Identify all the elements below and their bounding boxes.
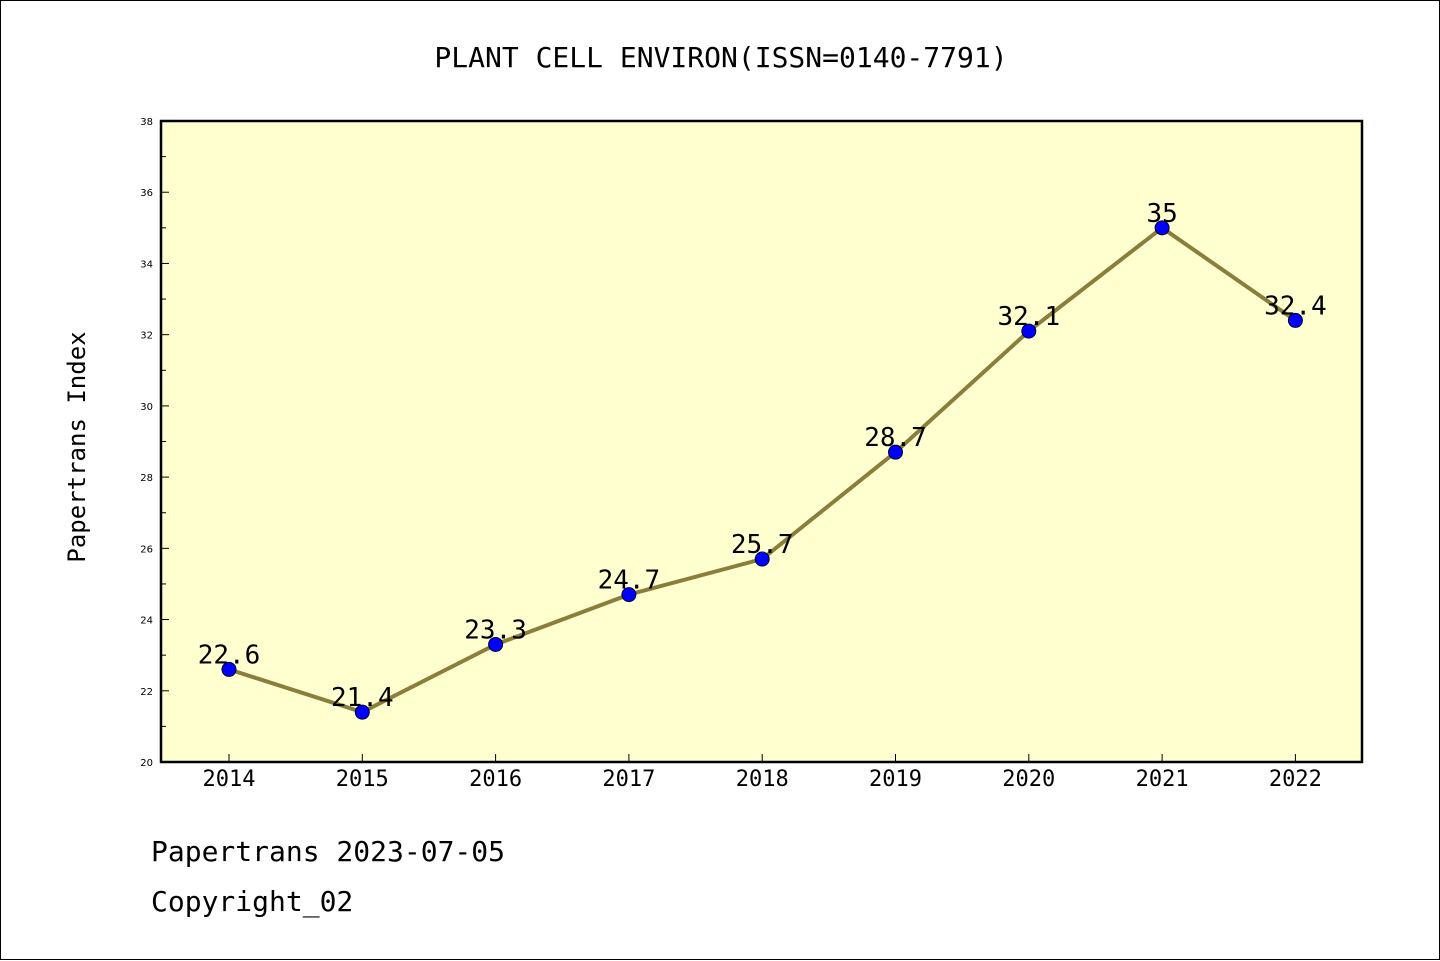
data-point xyxy=(621,587,637,603)
y-tick-label: 22 xyxy=(140,687,153,698)
y-tick-label: 28 xyxy=(140,473,153,484)
data-label: 21.4 xyxy=(331,683,394,713)
data-labels: 22.6 21.4 23.3 24.7 25.7 28.7 32.1 35 32.4 xyxy=(198,199,1327,713)
data-point xyxy=(221,661,237,677)
chart-title: PLANT CELL ENVIRON(ISSN=0140-7791) xyxy=(434,41,1007,74)
data-point xyxy=(488,636,504,652)
data-label: 32.1 xyxy=(997,302,1060,332)
y-axis: 20 22 24 26 28 30 32 34 36 38 xyxy=(140,117,169,769)
x-tick-label: 2020 xyxy=(1002,767,1055,792)
y-tick-label: 32 xyxy=(140,331,153,342)
plot-area xyxy=(159,119,1364,764)
y-tick-label: 36 xyxy=(140,188,153,199)
x-tick-label: 2022 xyxy=(1269,767,1322,792)
x-tick-label: 2019 xyxy=(869,767,922,792)
series-markers xyxy=(221,220,1303,720)
x-tick-label: 2017 xyxy=(602,767,655,792)
data-label: 24.7 xyxy=(598,566,661,596)
footer-copyright: Copyright_02 xyxy=(151,885,354,918)
data-point xyxy=(354,704,370,720)
footer-date: Papertrans 2023-07-05 xyxy=(151,835,506,868)
data-label: 28.7 xyxy=(864,423,927,453)
x-tick-label: 2014 xyxy=(203,767,256,792)
y-tick-label: 38 xyxy=(140,117,153,128)
y-tick-label: 30 xyxy=(140,402,153,413)
data-point xyxy=(754,551,770,567)
data-label: 22.6 xyxy=(198,640,261,670)
data-point xyxy=(1154,220,1170,236)
data-label: 25.7 xyxy=(731,530,794,560)
x-tick-label: 2016 xyxy=(469,767,522,792)
x-tick-label: 2018 xyxy=(736,767,789,792)
y-tick-label: 26 xyxy=(140,544,153,555)
x-tick-label: 2015 xyxy=(336,767,389,792)
y-tick-label: 24 xyxy=(140,616,153,627)
data-label: 32.4 xyxy=(1264,291,1327,321)
y-tick-label: 20 xyxy=(140,758,153,769)
y-axis-label: Papertrans Index xyxy=(63,331,91,562)
data-label: 35 xyxy=(1146,199,1177,229)
data-label: 23.3 xyxy=(464,615,527,645)
x-tick-label: 2021 xyxy=(1136,767,1189,792)
x-axis: 2014 2015 2016 2017 2018 2019 2020 2021 2022 xyxy=(203,754,1322,792)
data-point xyxy=(1021,323,1037,339)
y-tick-label: 34 xyxy=(140,259,153,270)
data-point xyxy=(888,444,903,460)
data-point xyxy=(1287,312,1303,328)
